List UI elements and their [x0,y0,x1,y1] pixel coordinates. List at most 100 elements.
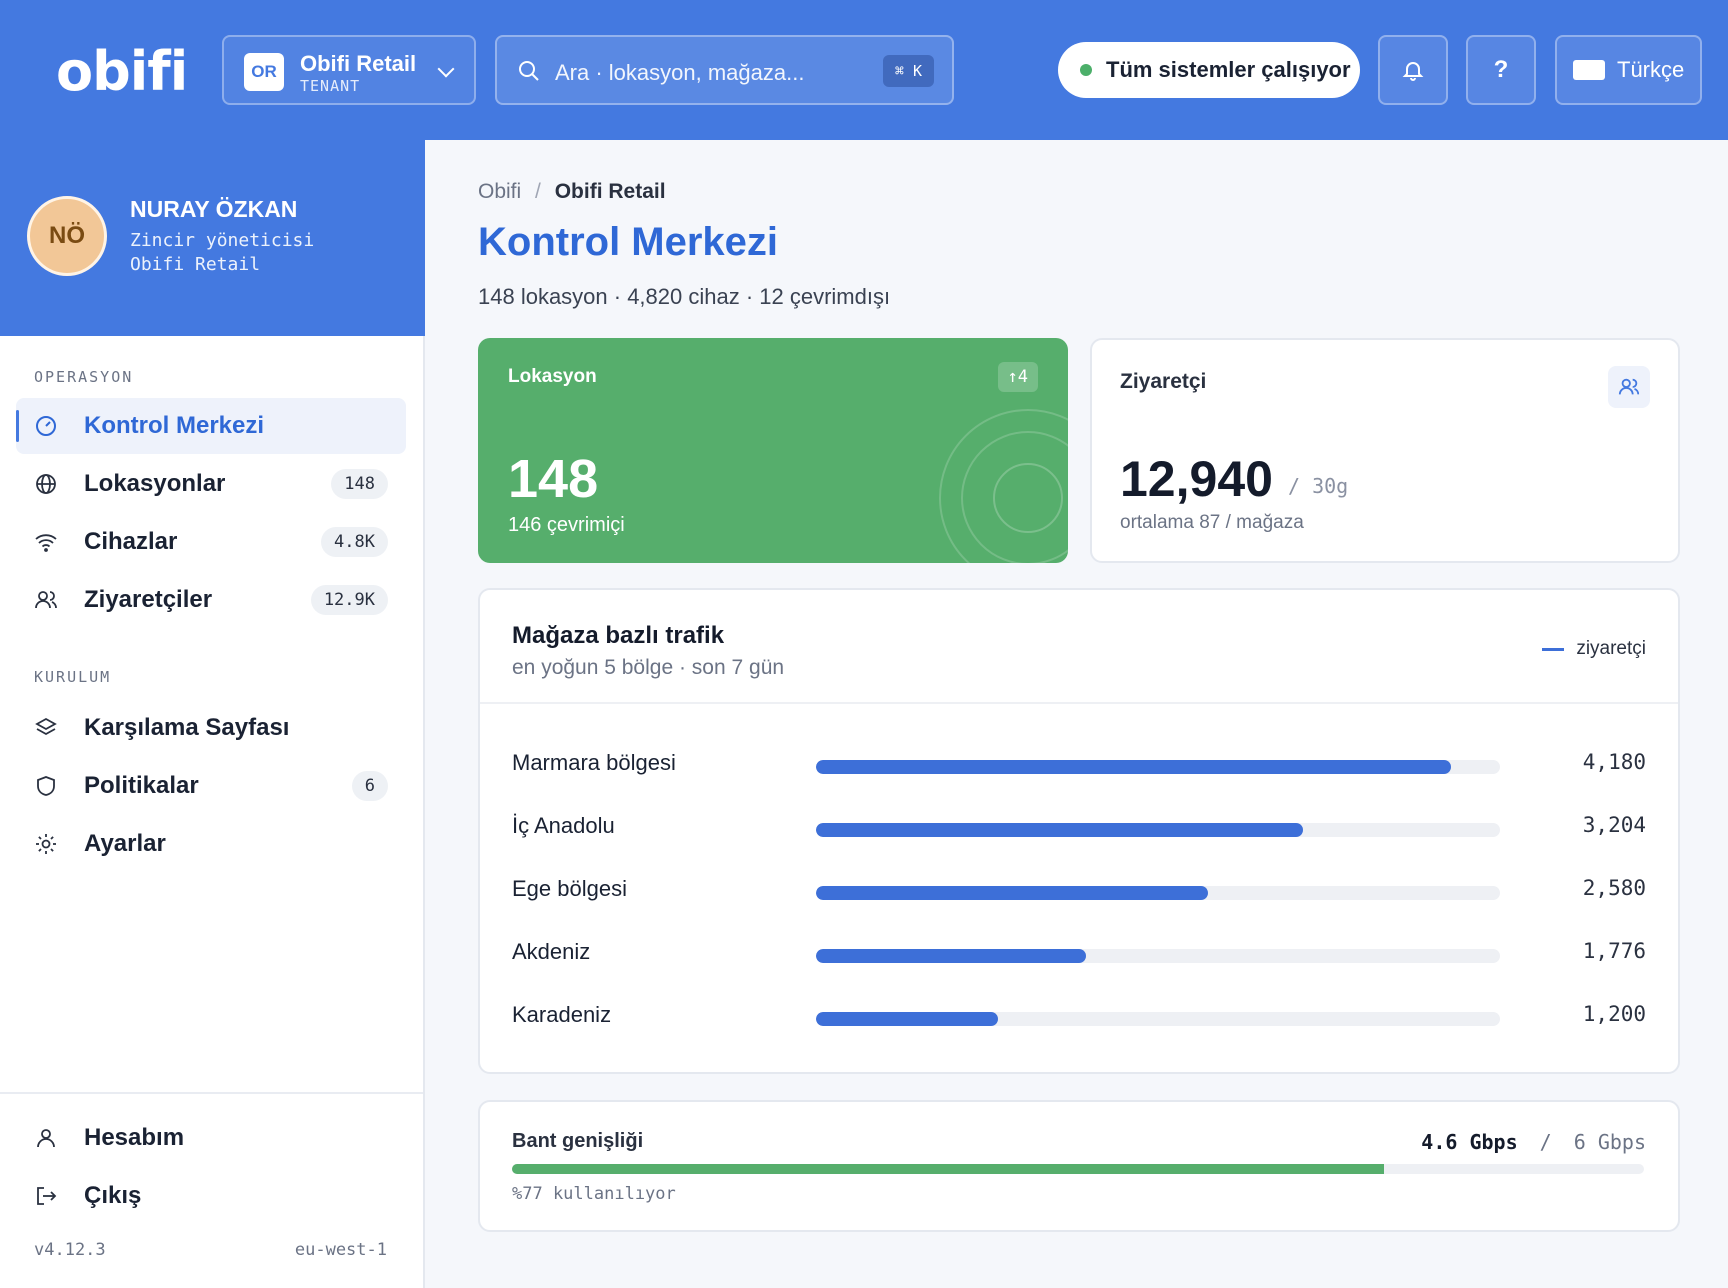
bandwidth-separator: / [1539,1130,1552,1154]
traffic-row-value: 1,200 [1582,1002,1646,1026]
page-title: Kontrol Merkezi [478,220,779,264]
sidebar-item-label: Ziyaretçiler [84,586,213,613]
sidebar-item-account[interactable]: Hesabım [16,1110,406,1166]
region-label: eu-west-1 [294,1240,387,1260]
traffic-row-label: İç Anadolu [512,813,615,838]
gear-icon [36,834,56,854]
shield-icon [37,776,55,796]
sidebar-item-policies[interactable]: Politikalar 6 [16,758,406,814]
traffic-bar-track [816,760,1500,774]
bandwidth-usage: %77 kullanılıyor [512,1184,676,1204]
traffic-divider [480,702,1678,704]
traffic-bar [816,949,1086,963]
flag-icon [1573,60,1605,80]
count-badge: 148 [331,469,388,499]
legend-swatch [1542,647,1565,651]
kpi-label: Ziyaretçi [1120,370,1207,393]
tenant-switcher[interactable]: OR Obifi Retail TENANT [222,35,476,105]
logout-icon [37,1187,57,1205]
gauge-icon [36,416,56,436]
decorative-rings-icon [939,409,1068,563]
sidebar-item-settings[interactable]: Ayarlar [16,816,406,872]
user-icon [37,1129,55,1148]
tenant-type: TENANT [300,77,361,95]
kpi-unit: / 30g [1288,474,1349,498]
bandwidth-total: 6 Gbps [1573,1130,1646,1154]
layers-icon [35,717,57,736]
traffic-bar-track [816,1012,1500,1026]
globe-icon [36,474,56,494]
traffic-row-value: 2,580 [1582,876,1646,900]
bandwidth-bar [512,1164,1644,1174]
sidebar-divider [0,1092,423,1094]
tenant-badge: OR [244,53,284,91]
traffic-row-label: Marmara bölgesi [512,750,676,775]
logo[interactable]: obifi [56,40,188,103]
users-icon [35,591,57,609]
breadcrumb-separator: / [535,180,541,203]
kpi-value: 12,940 [1120,451,1273,507]
system-status[interactable]: Tüm sistemler çalışıyor [1058,42,1360,98]
count-badge: 4.8K [321,527,388,557]
status-text: Tüm sistemler çalışıyor [1106,57,1351,82]
traffic-legend: ziyaretçi [1542,638,1646,660]
traffic-bar-track [816,949,1500,963]
traffic-row-label: Ege bölgesi [512,876,627,901]
bell-icon [1402,62,1424,81]
sidebar-item-label: Çıkış [84,1182,142,1209]
kpi-sub: ortalama 87 / mağaza [1120,512,1304,533]
tenant-name: Obifi Retail [300,51,417,76]
traffic-bar-track [816,886,1500,900]
kpi-value: 148 [508,449,599,509]
traffic-bar-track [816,823,1500,837]
traffic-row-label: Akdeniz [512,939,591,964]
sidebar-item-devices[interactable]: Cihazlar 4.8K [16,514,406,570]
wifi-icon [35,534,57,552]
kpi-delta-badge: ↑4 [997,362,1038,392]
sidebar-item-locations[interactable]: Lokasyonlar 148 [16,456,406,512]
bandwidth-bar-fill [512,1164,1384,1174]
search-placeholder: Ara · lokasyon, mağaza... [555,60,805,85]
traffic-row-label: Karadeniz [512,1002,612,1027]
bandwidth-value: 4.6 Gbps / 6 Gbps [1421,1130,1646,1154]
sidebar-item-visitors[interactable]: Ziyaretçiler 12.9K [16,572,406,628]
section-label-setup: KURULUM [34,668,112,686]
help-button[interactable]: ? [1466,35,1536,105]
language-selector[interactable]: Türkçe [1555,35,1702,105]
sidebar-item-logout[interactable]: Çıkış [16,1168,406,1224]
bandwidth-used: 4.6 Gbps [1421,1130,1518,1154]
sidebar-item-control-center[interactable]: Kontrol Merkezi [16,398,406,454]
sidebar-item-landing-page[interactable]: Karşılama Sayfası [16,700,406,756]
profile-name: NURAY ÖZKAN [130,196,298,222]
traffic-bar [816,823,1303,837]
traffic-title: Mağaza bazlı trafik [512,622,725,649]
notifications-button[interactable] [1378,35,1448,105]
traffic-subtitle: en yoğun 5 bölge · son 7 gün [512,656,785,679]
help-icon: ? [1493,56,1509,83]
breadcrumb-current: Obifi Retail [554,180,666,203]
chevron-down-icon [437,60,455,78]
avatar[interactable]: NÖ [27,196,107,276]
breadcrumb-root[interactable]: Obifi [478,180,522,203]
traffic-bar [816,760,1452,774]
kpi-sub: 146 çevrimiçi [508,514,625,536]
users-icon [1608,366,1650,408]
profile-panel: NÖ NURAY ÖZKAN Zincir yöneticisi Obifi R… [0,140,425,336]
legend-label: ziyaretçi [1576,638,1646,659]
traffic-row-value: 4,180 [1582,750,1646,774]
sidebar-item-label: Lokasyonlar [84,470,226,497]
count-badge: 12.9K [310,585,388,615]
count-badge: 6 [351,771,388,801]
kpi-card-locations[interactable]: Lokasyon ↑4 148 146 çevrimiçi [478,338,1068,563]
sidebar-item-label: Hesabım [84,1124,185,1151]
top-bar: obifi OR Obifi Retail TENANT Ara · lokas… [0,0,1728,140]
profile-role: Zincir yöneticisi [130,230,315,251]
section-label-operations: OPERASYON [34,368,134,386]
traffic-card: Mağaza bazlı trafik en yoğun 5 bölge · s… [478,588,1680,1074]
sidebar-item-label: Karşılama Sayfası [84,714,290,741]
page-subtitle: 148 lokasyon · 4,820 cihaz · 12 çevrimdı… [478,284,891,309]
search-input[interactable]: Ara · lokasyon, mağaza... ⌘ K [495,35,954,105]
search-shortcut: ⌘ K [882,55,934,87]
sidebar-item-label: Ayarlar [84,830,166,857]
kpi-card-visitors[interactable]: Ziyaretçi 12,940 / 30g ortalama 87 / mağ… [1090,338,1680,563]
